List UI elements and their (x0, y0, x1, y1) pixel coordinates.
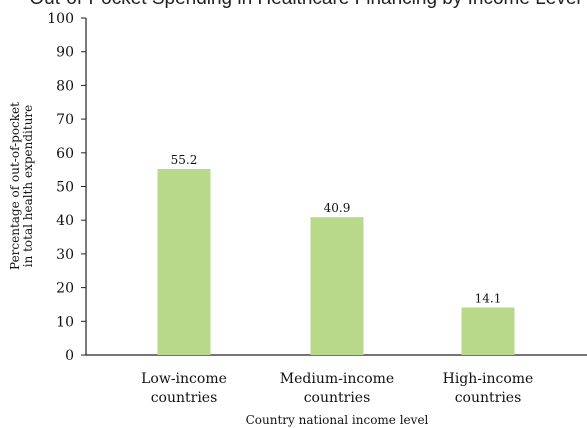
value-labels: 55.2 40.9 14.1 (171, 153, 502, 306)
bar (157, 168, 211, 355)
x-category-label: countries (304, 390, 371, 406)
bars (157, 168, 515, 355)
x-axis-title: Country national income level (246, 413, 429, 427)
x-category-label: High-income (443, 371, 534, 387)
x-category-labels: Low-income countries Medium-income countrie… (141, 371, 533, 406)
x-category-label: Medium-income (280, 371, 394, 387)
x-category-label: Low-income (141, 371, 227, 387)
y-tick-label: 0 (65, 348, 74, 364)
bar-value-label: 55.2 (171, 153, 198, 167)
x-category-label: countries (455, 390, 522, 406)
bar (310, 217, 364, 355)
y-axis-title-line: in total health expenditure (21, 105, 35, 268)
bar-value-label: 40.9 (324, 201, 351, 215)
y-tick-label: 30 (56, 247, 74, 263)
y-ticks: 0 10 20 30 40 50 60 70 80 90 100 (47, 11, 86, 364)
bar (461, 307, 515, 355)
y-tick-label: 10 (56, 314, 74, 330)
y-tick-label: 60 (56, 146, 74, 162)
y-tick-label: 20 (56, 281, 74, 297)
chart-title: Out-of-Pocket Spending in Healthcare Fin… (29, 0, 580, 9)
y-axis-title: Percentage of out-of-pocket in total heal… (8, 102, 35, 270)
y-tick-label: 100 (47, 11, 74, 27)
y-axis-title-line: Percentage of out-of-pocket (8, 102, 22, 270)
y-tick-label: 80 (56, 78, 74, 94)
x-category-label: countries (151, 390, 218, 406)
y-tick-label: 90 (56, 45, 74, 61)
bar-value-label: 14.1 (475, 291, 502, 305)
y-tick-label: 40 (56, 213, 74, 229)
y-tick-label: 50 (56, 180, 74, 196)
y-tick-label: 70 (56, 112, 74, 128)
